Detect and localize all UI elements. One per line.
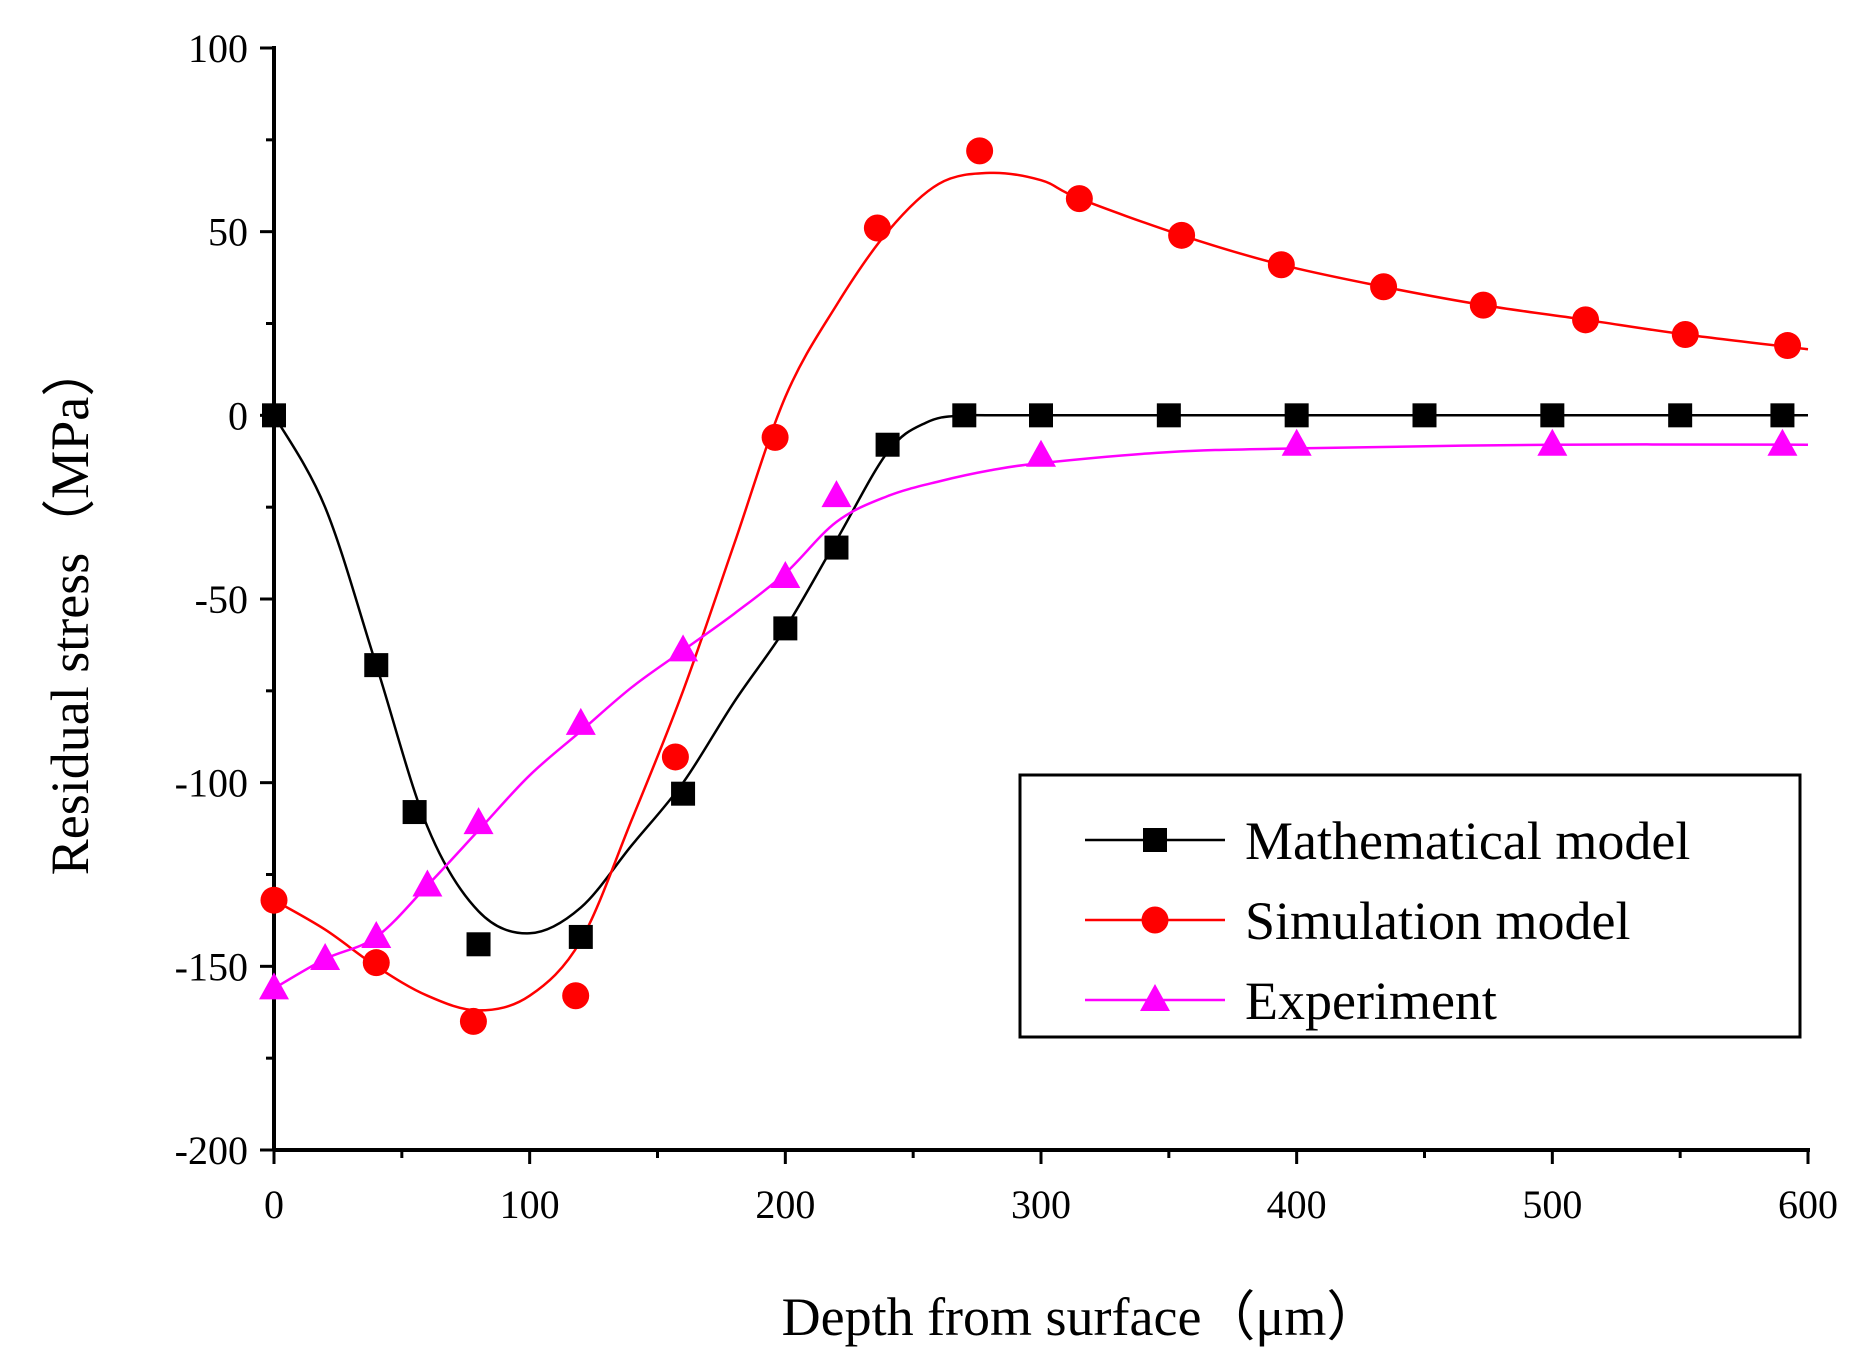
mathematical-model-point [952,403,977,428]
experiment-point [770,560,801,588]
legend-label-mathematical-model: Mathematical model [1245,811,1690,871]
y-tick-label: 0 [228,393,248,438]
legend-marker-simulation-model [1141,906,1169,934]
x-tick-label: 400 [1267,1182,1327,1227]
simulation-model-line [273,171,1809,1012]
mathematical-model-point [824,535,849,560]
experiment-point [310,942,341,970]
experiment-point [412,869,443,897]
simulation-model-point [459,1007,487,1035]
simulation-model-point [1065,185,1093,213]
y-tick-label: -100 [175,761,248,806]
mathematical-model-point [466,932,491,957]
legend-marker-mathematical-model [1143,828,1167,852]
axes: 0 100 200 300 400 500 600 -200 -150 -100 -50 0 50 100 [175,26,1838,1227]
legend-marker-experiment [1140,984,1170,1011]
y-tick-label: -50 [195,577,248,622]
experiment-point [1026,439,1056,467]
simulation-model-point [1671,321,1699,349]
x-axis-title: Depth from surface（μm） [782,1287,1381,1347]
y-tick-label: 50 [208,210,248,255]
mathematical-model-point [1156,403,1181,428]
mathematical-model-point [364,653,389,678]
legend: Mathematical model Simulation model Experi… [1018,773,1802,1039]
simulation-model-point [1572,306,1600,334]
mathematical-model-point [1668,403,1693,428]
y-tick-label: -150 [175,944,248,989]
experiment-point [1767,428,1798,456]
x-tick-label: 500 [1522,1182,1582,1227]
mathematical-model-point [671,781,696,806]
experiment-point [668,634,699,662]
series-markers [259,137,1802,1035]
mathematical-model-point [1412,403,1437,428]
simulation-model-point [562,982,590,1010]
simulation-model-point [1370,273,1398,301]
legend-label-simulation-model: Simulation model [1245,891,1631,951]
mathematical-model-point [1540,403,1565,428]
mathematical-model-point [568,924,593,949]
x-tick-label: 300 [1011,1182,1071,1227]
mathematical-model-point [1770,403,1795,428]
simulation-model-point [1168,221,1196,249]
legend-label-experiment: Experiment [1245,971,1497,1031]
experiment-point [821,480,852,508]
experiment-point [463,807,494,835]
simulation-model-point [1774,332,1802,360]
experiment-point [361,920,392,948]
mathematical-model-point [1029,403,1053,428]
x-tick-label: 600 [1778,1182,1838,1227]
mathematical-model-point [773,616,798,641]
simulation-model-point [1469,291,1497,319]
simulation-model-point [863,214,891,242]
experiment-point [259,972,289,1000]
experiment-point [565,707,596,735]
mathematical-model-point [1284,403,1309,428]
experiment-point [1281,428,1312,456]
simulation-model-point [761,423,789,451]
x-tick-label: 0 [264,1182,284,1227]
simulation-model-point [966,137,994,165]
simulation-model-point [661,743,689,771]
mathematical-model-point [875,432,900,457]
y-tick-label: 100 [188,26,248,71]
x-tick-label: 200 [755,1182,815,1227]
y-tick-label: -200 [175,1128,248,1173]
x-tick-label: 100 [500,1182,560,1227]
y-axis-title: Residual stress（MPa） [40,343,100,876]
mathematical-model-point [262,403,286,428]
mathematical-model-point [402,800,427,825]
experiment-point [1537,428,1568,456]
simulation-model-point [1267,251,1295,279]
simulation-model-point [260,886,288,914]
simulation-model-point [362,949,390,977]
